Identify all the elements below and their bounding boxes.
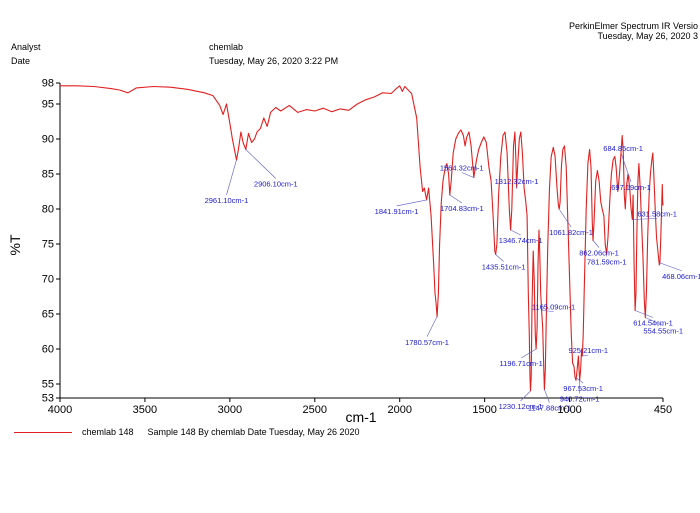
x-axis-ticks: 4000 3500 3000 2500 2000 1500 1000 450 bbox=[48, 398, 672, 416]
x-tick-label: 1500 bbox=[472, 404, 496, 416]
y-axis-ticks: 53 55 60 65 70 75 80 85 90 95 98 bbox=[42, 78, 60, 405]
legend-line-swatch bbox=[14, 431, 72, 433]
peak-label: 1435.51cm-1 bbox=[482, 263, 526, 272]
analyst-value: chemlab bbox=[209, 42, 244, 52]
peak-label: 925.21cm-1 bbox=[568, 346, 608, 355]
peak-leader-line bbox=[620, 152, 632, 183]
date-label: Date bbox=[11, 56, 31, 66]
x-tick-label: 2500 bbox=[303, 404, 327, 416]
spectrum-line bbox=[60, 85, 664, 392]
y-axis-title: %T bbox=[7, 234, 23, 255]
peak-label: 614.54cm-1 bbox=[633, 319, 673, 328]
date-value: Tuesday, May 26, 2020 3:22 PM bbox=[209, 56, 339, 66]
peak-annotations: 2961.10cm-1 2906.10cm-1 1841.91cm-1 1780.57… bbox=[205, 144, 700, 413]
peak-leader-line bbox=[245, 149, 277, 179]
peak-label: 697.19cm-1 bbox=[611, 183, 651, 192]
peak-leader-line bbox=[582, 354, 589, 357]
peak-label: 2906.10cm-1 bbox=[254, 180, 298, 189]
x-tick-label: 3500 bbox=[133, 404, 157, 416]
y-tick-label: 95 bbox=[42, 99, 54, 111]
peak-label: 1196.71cm-1 bbox=[500, 359, 543, 368]
peak-leader-line bbox=[510, 229, 521, 236]
x-axis-title: cm-1 bbox=[345, 409, 376, 425]
peak-leader-line bbox=[659, 262, 683, 272]
x-tick-label: 1000 bbox=[557, 404, 581, 416]
x-tick-label: 3000 bbox=[218, 404, 242, 416]
y-tick-label: 90 bbox=[42, 134, 54, 146]
analyst-label: Analyst bbox=[11, 42, 41, 52]
peak-label: 1780.57cm-1 bbox=[405, 338, 449, 347]
peak-leader-line bbox=[574, 376, 584, 384]
peak-label: 554.55cm-1 bbox=[643, 327, 683, 336]
peak-label: 1061.82cm-1 bbox=[549, 228, 593, 237]
y-tick-label: 65 bbox=[42, 309, 54, 321]
peak-leader-line bbox=[396, 199, 427, 207]
software-date-text: Tuesday, May 26, 2020 3 bbox=[597, 31, 698, 41]
y-tick-label: 60 bbox=[42, 344, 54, 356]
legend-series-name: chemlab 148 bbox=[82, 427, 134, 437]
peak-label: 781.59cm-1 bbox=[587, 258, 627, 267]
peak-leader-line bbox=[449, 194, 463, 204]
peak-label: 862.06cm-1 bbox=[579, 249, 619, 258]
peak-leader-line bbox=[645, 317, 664, 326]
peak-leader-line bbox=[592, 240, 600, 248]
peak-label: 468.06cm-1 bbox=[662, 272, 700, 281]
peak-label: 1147.88cm-1 bbox=[528, 404, 571, 413]
peak-leader-line bbox=[544, 389, 550, 403]
peak-label: 1165.09cm-1 bbox=[532, 303, 575, 312]
peak-label: 1704.83cm-1 bbox=[440, 204, 484, 213]
y-tick-label: 70 bbox=[42, 274, 54, 286]
peak-label: 684.85cm-1 bbox=[603, 144, 643, 153]
peak-label: 967.53cm-1 bbox=[563, 384, 603, 393]
peak-label: 940.72cm-1 bbox=[560, 395, 600, 404]
peak-label: 1346.74cm-1 bbox=[499, 236, 543, 245]
peak-label: 1230.12cm-1 bbox=[499, 402, 543, 411]
y-tick-label: 80 bbox=[42, 204, 54, 216]
y-tick-label: 55 bbox=[42, 379, 54, 391]
chart-axes bbox=[59, 83, 663, 399]
y-tick-label: 85 bbox=[42, 169, 54, 181]
peak-leader-line bbox=[461, 172, 474, 178]
peak-label: 631.58cm-1 bbox=[637, 210, 677, 219]
peak-leader-line bbox=[520, 390, 531, 402]
peak-leader-line bbox=[426, 316, 438, 337]
peak-label: 2961.10cm-1 bbox=[205, 196, 249, 205]
spectrum-series bbox=[60, 85, 664, 392]
peak-label: 1312.32cm-1 bbox=[495, 177, 539, 186]
chart-legend: chemlab 148 Sample 148 By chemlab Date T… bbox=[14, 425, 360, 439]
legend-description: Sample 148 By chemlab Date Tuesday, May … bbox=[147, 427, 360, 437]
peak-leader-line bbox=[541, 310, 554, 312]
peak-leader-line bbox=[521, 348, 537, 359]
peak-leader-line bbox=[632, 218, 658, 220]
peak-leader-line bbox=[558, 208, 572, 228]
y-tick-label: 98 bbox=[42, 78, 54, 90]
peak-leader-line bbox=[634, 310, 654, 318]
x-tick-label: 2000 bbox=[387, 404, 411, 416]
peak-leader-line bbox=[495, 254, 504, 262]
y-tick-label: 53 bbox=[42, 393, 54, 405]
y-tick-label: 75 bbox=[42, 239, 54, 251]
peak-label: 1564.32cm-1 bbox=[440, 164, 484, 173]
peak-leader-line bbox=[226, 159, 237, 196]
x-tick-label: 4000 bbox=[48, 404, 72, 416]
software-version-text: PerkinElmer Spectrum IR Versio bbox=[568, 21, 698, 31]
x-tick-label: 450 bbox=[654, 404, 672, 416]
peak-label: 1841.91cm-1 bbox=[375, 207, 419, 216]
